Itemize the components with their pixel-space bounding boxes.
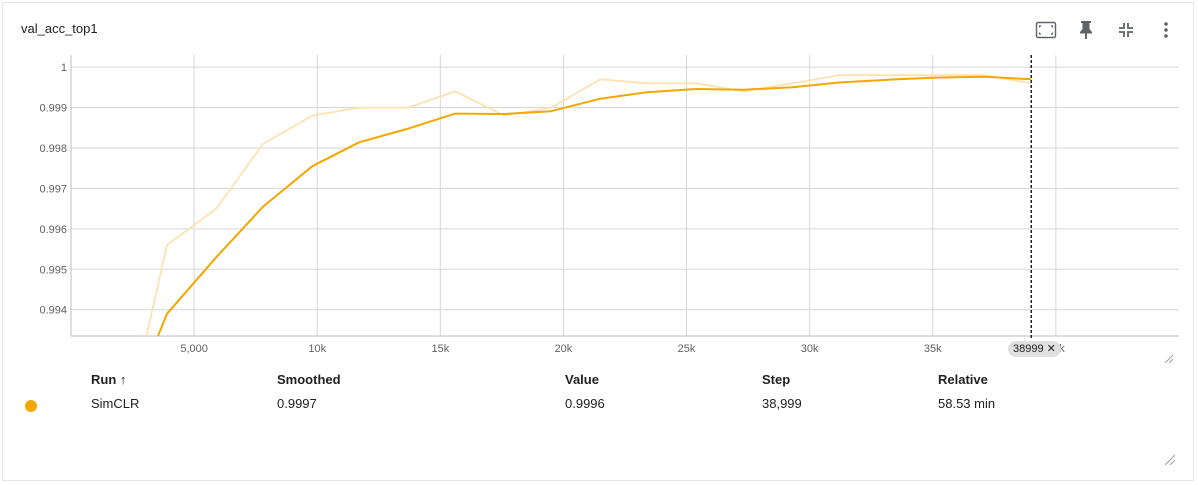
line-chart[interactable]: 0.994 0.995 0.996 0.997 0.998 0.999 1 5,000 10k 1… [3, 3, 1195, 363]
pin-icon [1080, 21, 1092, 39]
x-tick-label: 5,000 [180, 343, 208, 355]
y-tick-label: 1 [61, 62, 67, 74]
series-line-raw[interactable] [142, 74, 1032, 354]
x-tick-label: 25k [678, 343, 696, 355]
column-header-relative[interactable]: Relative [938, 372, 988, 387]
series-line-smoothed[interactable] [156, 75, 1032, 338]
close-icon[interactable]: ✕ [1046, 343, 1056, 355]
cell-run: SimCLR [91, 396, 140, 411]
more-vert-icon [1164, 22, 1168, 38]
column-header-smoothed[interactable]: Smoothed [277, 372, 341, 387]
y-tick-label: 0.999 [39, 103, 67, 115]
y-tick-label: 0.997 [39, 183, 67, 195]
x-tick-label: 10k [308, 343, 326, 355]
cell-relative: 58.53 min [938, 396, 996, 411]
chart-title: val_acc_top1 [21, 21, 98, 36]
run-color-dot [25, 400, 37, 412]
pin-button[interactable] [1073, 19, 1099, 41]
cell-smoothed: 0.9997 [277, 396, 317, 411]
column-header-run[interactable]: Run ↑ [91, 372, 127, 387]
y-tick-label: 0.995 [39, 264, 67, 276]
resize-handle-card[interactable] [1165, 455, 1175, 465]
collapse-button[interactable] [1113, 19, 1139, 41]
resize-handle-chart[interactable] [1164, 354, 1174, 363]
more-menu-button[interactable] [1153, 19, 1179, 41]
fit-domain-icon [1035, 21, 1057, 39]
y-tick-label: 0.996 [39, 224, 67, 236]
y-tick-label: 0.998 [39, 143, 67, 155]
card-toolbar [1033, 19, 1179, 41]
series-layer [142, 74, 1032, 354]
cell-step: 38,999 [762, 396, 802, 411]
column-header-step[interactable]: Step [762, 372, 791, 387]
axis-layer: 0.994 0.995 0.996 0.997 0.998 0.999 1 5,000 10k 1… [39, 62, 1065, 355]
cell-value: 0.9996 [565, 396, 605, 411]
fit-domain-button[interactable] [1033, 19, 1059, 41]
grid-lines [70, 55, 1179, 337]
step-cursor-label: 38999 [1013, 343, 1044, 355]
x-tick-label: 35k [924, 343, 942, 355]
x-tick-label: 20k [555, 343, 573, 355]
x-tick-label: 30k [801, 343, 819, 355]
y-tick-label: 0.994 [39, 305, 67, 317]
step-cursor-chip[interactable]: 38999 ✕ [1008, 341, 1061, 357]
collapse-icon [1119, 23, 1133, 37]
column-header-value[interactable]: Value [565, 372, 599, 387]
x-tick-label: 15k [431, 343, 449, 355]
